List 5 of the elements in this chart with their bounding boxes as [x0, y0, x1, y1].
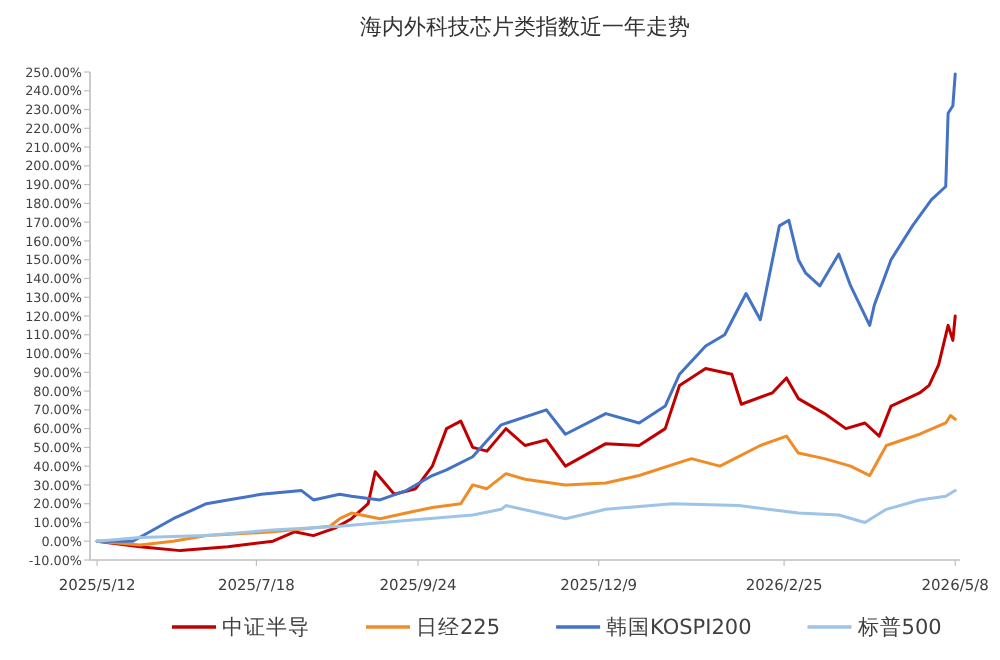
legend-label: 标普500 [855, 614, 942, 640]
legend-label: 中证半导 [222, 614, 310, 640]
legend-label: 韩国KOSPI200 [606, 614, 752, 640]
legend-label: 日经225 [416, 616, 501, 640]
chart-title: 海内外科技芯片类指数近一年走势 [360, 14, 690, 40]
